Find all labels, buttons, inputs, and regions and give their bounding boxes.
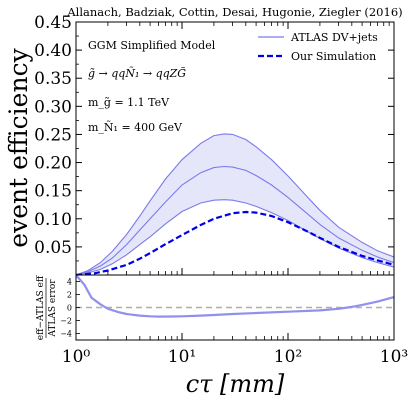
- x-tick-label: 10²: [274, 347, 302, 367]
- bottom-panel: 4 2 0 −2 −4 10⁰ 10¹ 10² 10³ eff−ATLAS eff ATLAS…: [36, 22, 408, 398]
- bottom-y-tick-label: −2: [60, 317, 72, 326]
- top-y-tick-label: 0.15: [34, 182, 72, 202]
- x-tick-label: 10¹: [168, 347, 196, 367]
- atlas-band-upper-line: [76, 133, 394, 275]
- bottom-plot-area: [76, 275, 394, 318]
- legend: ATLAS DV+jets Our Simulation: [258, 31, 378, 63]
- legend-label-atlas: ATLAS DV+jets: [290, 31, 378, 44]
- annotation-decay: g̃ → qqÑ₁ → qqZG̃: [88, 66, 186, 80]
- top-y-tick-label: 0.40: [34, 41, 72, 61]
- top-plot-area: [76, 133, 394, 275]
- residual-axis-label: eff−ATLAS eff ATLAS error: [36, 275, 58, 340]
- top-y-tick-label: 0.05: [34, 238, 72, 258]
- residual-label-denominator: ATLAS error: [48, 279, 58, 338]
- x-tick-label: 10³: [380, 347, 408, 367]
- top-y-tick-label: 0.30: [34, 97, 72, 117]
- top-y-tick-label: 0.25: [34, 125, 72, 145]
- top-y-ticks: 0.05 0.10 0.15 0.20 0.25 0.30 0.35 0.40 0.45: [34, 13, 394, 262]
- atlas-central-line: [76, 165, 394, 275]
- bottom-y-ticks: 4 2 0 −2 −4: [60, 278, 80, 339]
- annotation-model: GGM Simplified Model: [88, 39, 216, 52]
- bottom-y-tick-label: 0: [67, 304, 72, 313]
- x-ticks: 10⁰ 10¹ 10² 10³: [62, 22, 408, 367]
- bottom-y-tick-label: −4: [60, 330, 72, 339]
- annotation-neutralino-mass: m_Ñ₁ = 400 GeV: [88, 120, 183, 134]
- atlas-uncertainty-band: [76, 133, 394, 275]
- top-y-tick-label: 0.45: [34, 13, 72, 33]
- bottom-y-tick-label: 4: [67, 278, 72, 287]
- atlas-band-lower-line: [76, 199, 394, 275]
- annotation-gluino-mass: m_g̃ = 1.1 TeV: [88, 96, 170, 109]
- top-y-tick-label: 0.35: [34, 69, 72, 89]
- chart-title: Allanach, Badziak, Cottin, Desai, Hugoni…: [66, 5, 402, 19]
- top-y-tick-label: 0.20: [34, 154, 72, 174]
- residual-line: [76, 275, 394, 318]
- x-tick-label: 10⁰: [62, 347, 91, 367]
- bottom-y-tick-label: 2: [67, 291, 72, 300]
- top-y-tick-label: 0.10: [34, 210, 72, 230]
- top-panel: 0.05 0.10 0.15 0.20 0.25 0.30 0.35 0.40 0.45 eve…: [4, 13, 395, 276]
- legend-label-simulation: Our Simulation: [291, 50, 376, 63]
- simulation-line: [76, 210, 394, 275]
- y-axis-label: event efficiency: [4, 47, 33, 247]
- residual-label-numerator: eff−ATLAS eff: [36, 275, 46, 340]
- x-axis-label: cτ [mm]: [186, 370, 285, 398]
